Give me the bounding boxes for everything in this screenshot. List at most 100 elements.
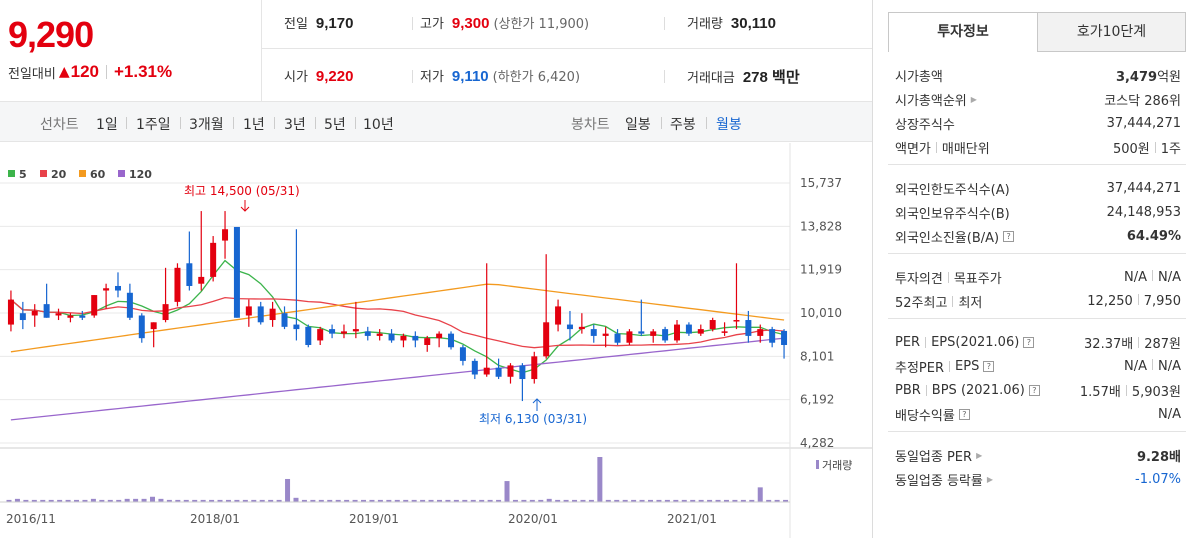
volume-bar (90, 498, 96, 502)
volume-bar (538, 499, 544, 502)
period-5year-button[interactable]: 5년 (324, 117, 346, 133)
volume-bar (192, 499, 198, 502)
volume-bar (512, 499, 518, 502)
price-summary: 9,290 전일대비 ▲ 120 +1.31% (0, 0, 262, 102)
legend-label-20: 20 (51, 168, 67, 181)
candle-body (685, 324, 692, 334)
tab-investment-info[interactable]: 투자정보 (888, 12, 1038, 52)
volume-bar (166, 499, 172, 502)
volume-bar (116, 499, 122, 502)
price-stats: 전일 9,170 고가 9,300 (상한가 11,900) 거래량 30,110 시가… (262, 0, 872, 102)
candle-monthly-button[interactable]: 월봉 (716, 117, 742, 133)
y-axis: 15,737 13,828 11,919 10,010 8,101 6,192 4,282 (800, 176, 842, 450)
candle-body (150, 322, 157, 330)
volume-bar (234, 499, 240, 502)
help-icon[interactable]: ? (1003, 231, 1015, 242)
stat-low: 저가 9,110 (하한가 6,420) (420, 68, 581, 85)
help-icon[interactable]: ? (1023, 337, 1035, 348)
info-value: 12,250 7,950 (1087, 294, 1181, 309)
period-1day-button[interactable]: 1일 (96, 117, 118, 133)
volume-bar (65, 499, 71, 502)
candle-body (674, 324, 681, 341)
volume-bar (403, 499, 409, 502)
info-value: N/A N/A (1124, 359, 1181, 374)
volume-bar (453, 499, 459, 502)
period-1year-button[interactable]: 1년 (243, 117, 265, 133)
caret-right-icon[interactable]: ▶ (986, 475, 994, 484)
candle-body (376, 333, 383, 336)
info-label: 외국인소진율(B/A) (895, 231, 1000, 246)
candle-body (55, 313, 62, 316)
legend-swatch-120 (118, 170, 125, 177)
volume-bar (124, 498, 130, 502)
info-value: 37,444,271 (1106, 181, 1181, 196)
info-label: 동일업종 등락률 (895, 474, 983, 489)
period-3month-button[interactable]: 3개월 (189, 117, 224, 133)
volume-bar (149, 496, 155, 502)
candle-body (436, 333, 443, 339)
candle-body (578, 326, 585, 330)
help-icon[interactable]: ? (1028, 385, 1040, 396)
candle-body (31, 310, 38, 316)
period-3year-button[interactable]: 3년 (284, 117, 306, 133)
volume-bar (133, 498, 139, 502)
volume-bar (251, 499, 257, 502)
volume-bar (6, 499, 12, 502)
info-row: 외국인보유주식수(B) 24,148,953 (895, 203, 1181, 222)
info-row: 52주최고 최저 12,250 7,950 (895, 292, 1181, 311)
volume-bar (335, 499, 341, 502)
volume-bar (259, 499, 265, 502)
section-divider (888, 164, 1186, 165)
y-tick-label: 11,919 (800, 263, 842, 277)
candle-body (293, 324, 300, 330)
candle-body (210, 242, 217, 277)
volume-bar (521, 499, 527, 502)
info-label: 최저 (958, 296, 983, 311)
candle-weekly-button[interactable]: 주봉 (670, 117, 696, 133)
info-label: 투자의견 (895, 272, 943, 287)
info-row: 투자의견 목표주가 N/A N/A (895, 268, 1181, 287)
volume-bar (757, 487, 763, 502)
current-price: 9,290 (8, 14, 94, 55)
legend-swatch-5 (8, 170, 15, 177)
price-chart[interactable]: 5 20 60 120 15,737 13,828 11,919 10,010 8,101 6,… (0, 143, 872, 538)
tab-order-book[interactable]: 호가10단계 (1037, 12, 1186, 52)
divider (106, 65, 107, 79)
candle-body (448, 333, 455, 348)
chart-grid (0, 143, 872, 538)
info-value: N/A N/A (1124, 270, 1181, 285)
candle-daily-button[interactable]: 일봉 (625, 117, 651, 133)
x-tick-label: 2019/01 (349, 512, 399, 526)
info-label: EPS(2021.06) (931, 335, 1020, 350)
info-value: 코스닥 286위 (1104, 94, 1181, 109)
volume-bar (783, 499, 789, 502)
candle-body (317, 329, 324, 341)
candle-body (590, 329, 597, 336)
volume-bar (690, 499, 696, 502)
info-value: 32.37배 287원 (1084, 337, 1181, 352)
candle-body (614, 333, 621, 343)
stat-high: 고가 9,300 (상한가 11,900) (420, 15, 590, 32)
caret-right-icon[interactable]: ▶ (970, 95, 977, 104)
info-row: 동일업종 등락률 ▶ -1.07% (895, 470, 1181, 489)
info-row: 외국인소진율(B/A)? 64.49% (895, 227, 1181, 246)
info-row: 시가총액순위 ▶ 코스닥 286위 (895, 90, 1181, 109)
info-label: 매매단위 (941, 142, 990, 157)
volume-bar (40, 499, 46, 502)
candle-body (566, 324, 573, 330)
period-1week-button[interactable]: 1주일 (136, 117, 171, 133)
info-label: 52주최고 (895, 296, 948, 311)
caret-right-icon[interactable]: ▶ (976, 451, 983, 460)
x-tick-label: 2020/01 (508, 512, 558, 526)
period-10year-button[interactable]: 10년 (363, 117, 394, 133)
volume-bar (639, 499, 645, 502)
help-icon[interactable]: ? (958, 409, 970, 420)
candle-body (721, 331, 728, 333)
candle-body (269, 308, 276, 321)
candle-body (174, 267, 181, 302)
info-row: 상장주식수 37,444,271 (895, 114, 1181, 133)
volume-bar (141, 498, 147, 502)
candle-body (340, 331, 347, 334)
candle-body (79, 315, 86, 318)
help-icon[interactable]: ? (983, 361, 995, 372)
